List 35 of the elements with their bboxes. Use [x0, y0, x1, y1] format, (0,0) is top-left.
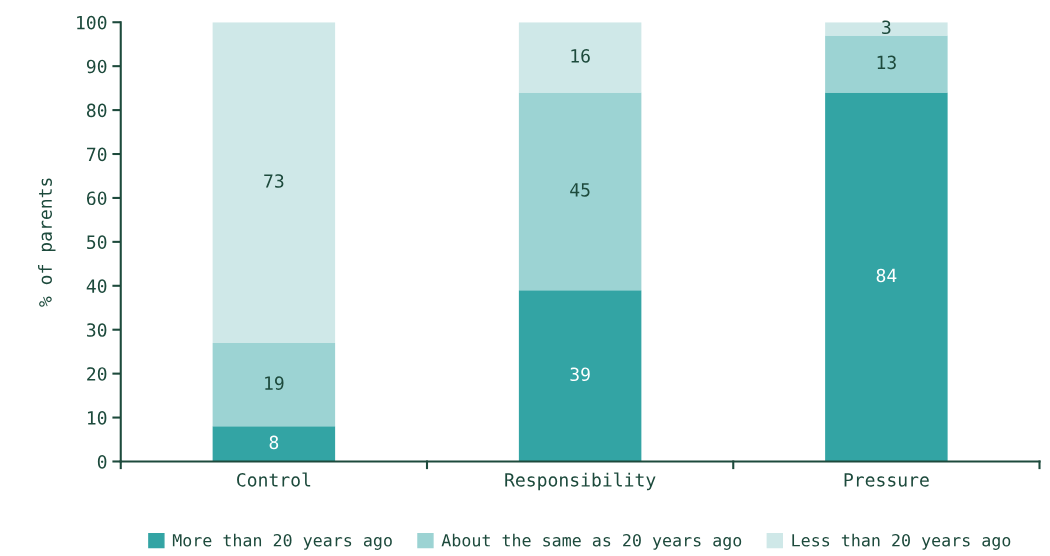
y-tick-label: 70: [87, 147, 107, 162]
y-tick-label: 80: [86, 103, 107, 118]
bar: [825, 92, 948, 462]
bar: [212, 342, 336, 427]
bar: [825, 35, 948, 93]
y-tick-label: 20: [87, 367, 107, 381]
legend-label: About the same as 20 years ago: [441, 533, 742, 550]
bar: [518, 22, 642, 93]
data-label: 3: [882, 20, 891, 35]
data-label: 73: [264, 174, 284, 188]
y-tick-label: 90: [86, 59, 107, 74]
y-tick-label: 30: [87, 323, 107, 337]
y-tick-label: 40: [86, 279, 107, 293]
x-tick-label: Pressure: [844, 473, 929, 487]
data-label: 8: [269, 435, 279, 450]
y-tick-label: 60: [86, 191, 107, 206]
bar: [518, 290, 642, 462]
y-tick-label: 50: [87, 235, 107, 250]
x-tick-label: Responsibility: [505, 472, 656, 491]
data-label: 13: [877, 55, 896, 70]
data-label: 84: [876, 268, 897, 283]
data-label: 16: [571, 49, 590, 63]
bar: [212, 426, 336, 462]
x-tick-label: Control: [237, 472, 311, 487]
y-tick-label: 100: [77, 15, 107, 30]
legend-label: More than 20 years ago: [172, 533, 392, 550]
bar: [212, 22, 336, 343]
legend-label: Less than 20 years ago: [792, 533, 1011, 550]
bar: [518, 92, 642, 291]
data-label: 19: [265, 376, 284, 390]
data-label: 39: [570, 367, 590, 382]
y-axis-title: % of parents: [38, 178, 56, 307]
data-label: 45: [570, 183, 590, 197]
y-tick-label: 10: [87, 411, 107, 425]
y-tick-label: 0: [97, 454, 107, 469]
